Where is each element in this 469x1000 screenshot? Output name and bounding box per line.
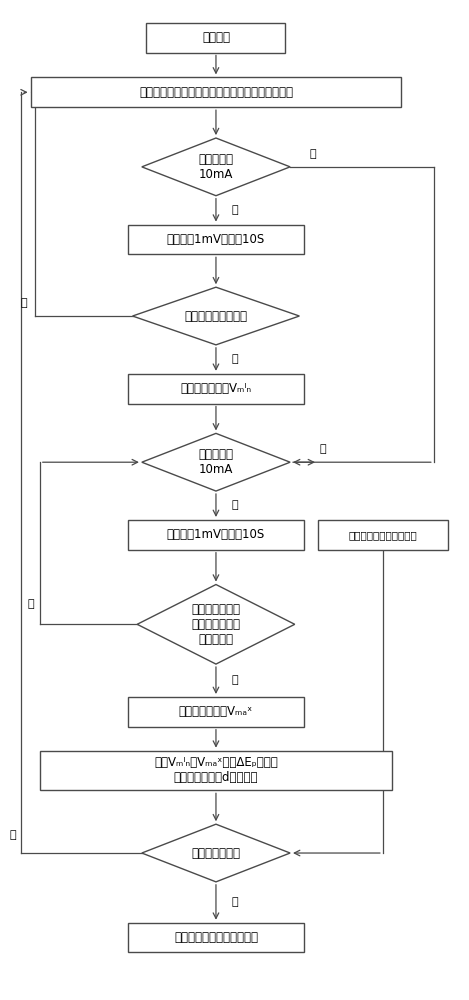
Text: 探针移动到新位置，电压置零，光谱仪状态初始化: 探针移动到新位置，电压置零，光谱仪状态初始化	[139, 86, 293, 99]
Text: 光谱仪探测到能
量更大（波长更
小）的光子: 光谱仪探测到能 量更大（波长更 小）的光子	[191, 603, 241, 646]
Polygon shape	[142, 824, 290, 882]
Text: 电流未超过
10mA: 电流未超过 10mA	[198, 153, 234, 181]
FancyBboxPatch shape	[128, 520, 304, 550]
FancyBboxPatch shape	[128, 923, 304, 952]
FancyBboxPatch shape	[146, 23, 286, 52]
Polygon shape	[133, 287, 299, 345]
Text: 真: 真	[27, 599, 34, 609]
FancyBboxPatch shape	[128, 697, 304, 727]
Text: 假: 假	[20, 298, 27, 308]
Text: 记录此时电压为Vₘᴵₙ: 记录此时电压为Vₘᴵₙ	[181, 382, 251, 395]
Text: 记录该点不在量程范围内: 记录该点不在量程范围内	[348, 530, 417, 540]
Text: 假: 假	[310, 149, 317, 159]
Text: 光谱仪捕捉到光信号: 光谱仪捕捉到光信号	[184, 310, 248, 323]
Text: 电流未超过
10mA: 电流未超过 10mA	[198, 448, 234, 476]
Text: 根据Vₘᴵₙ和Vₘₐˣ得到ΔEₚ的平均
值，然后计算出d的平均值: 根据Vₘᴵₙ和Vₘₐˣ得到ΔEₚ的平均 值，然后计算出d的平均值	[154, 756, 278, 784]
FancyBboxPatch shape	[40, 751, 392, 790]
FancyBboxPatch shape	[128, 225, 304, 254]
Text: 真: 真	[231, 500, 238, 510]
Text: 开始测试: 开始测试	[202, 31, 230, 44]
Text: 真: 真	[231, 205, 238, 215]
Text: 记录此时电压为Vₘₐˣ: 记录此时电压为Vₘₐˣ	[179, 705, 253, 718]
Text: 电压增加1mV，持续10S: 电压增加1mV，持续10S	[167, 528, 265, 541]
Text: 真: 真	[231, 354, 238, 364]
Text: 真: 真	[10, 830, 16, 840]
Text: 假: 假	[319, 444, 326, 454]
Polygon shape	[137, 585, 295, 664]
Text: 结束测量，输出间距分布图: 结束测量，输出间距分布图	[174, 931, 258, 944]
Text: 假: 假	[231, 897, 238, 907]
Text: 还有未探测的点: 还有未探测的点	[191, 847, 241, 860]
Polygon shape	[142, 433, 290, 491]
Text: 假: 假	[231, 675, 238, 685]
FancyBboxPatch shape	[318, 520, 448, 550]
Polygon shape	[142, 138, 290, 196]
FancyBboxPatch shape	[128, 374, 304, 404]
FancyBboxPatch shape	[30, 77, 401, 107]
Text: 电压增加1mV，持续10S: 电压增加1mV，持续10S	[167, 233, 265, 246]
